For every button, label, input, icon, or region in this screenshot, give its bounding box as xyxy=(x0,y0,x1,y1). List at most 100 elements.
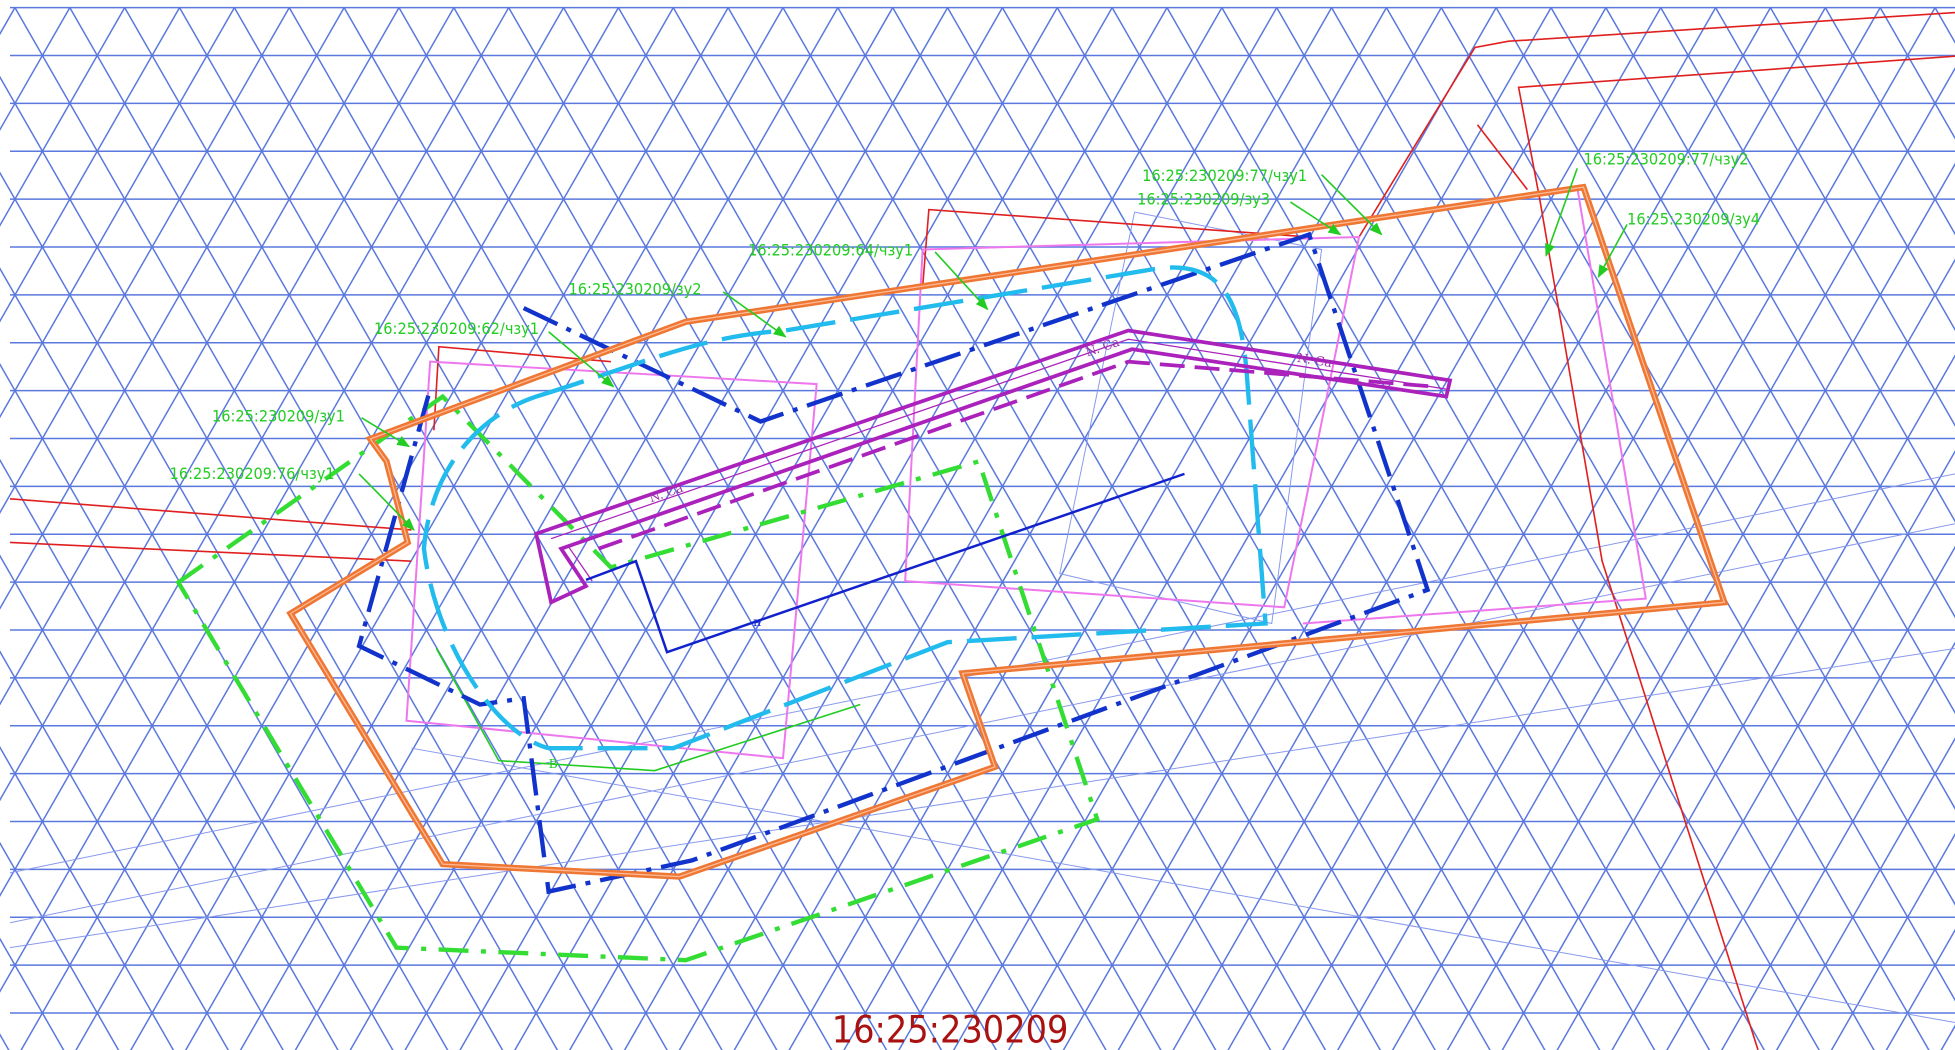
grid-line xyxy=(1227,7,1826,1050)
grid-line xyxy=(1166,7,1766,1050)
cyan-dashed-zone xyxy=(421,265,1268,751)
grid-line xyxy=(0,841,120,1050)
grid-line xyxy=(898,7,1497,1050)
grid-line xyxy=(952,7,1552,1050)
grid-line xyxy=(1934,7,1955,44)
grid-line xyxy=(1495,7,1955,810)
grid-line xyxy=(508,7,1107,1050)
grid-line xyxy=(1062,7,1662,1050)
grid-line xyxy=(1391,67,1955,1050)
parcel-label: 16:25:230209:64/чзу1 xyxy=(748,241,913,260)
line-mark: N. Ca xyxy=(1296,350,1333,370)
grid-line xyxy=(459,7,1058,1050)
grid-line xyxy=(733,7,1333,1050)
parcel-label: 16:25:230209/зу3 xyxy=(1137,190,1270,209)
grid-line xyxy=(0,7,290,514)
grid-line xyxy=(0,7,455,802)
grid-line xyxy=(1501,258,1955,1050)
grid-line xyxy=(20,7,620,1050)
red-lines xyxy=(9,11,1955,1050)
grid-line xyxy=(1007,7,1607,1050)
labels: 16:25:230209:77/чзу1 16:25:230209/зу3 16… xyxy=(170,150,1761,1050)
blue-line xyxy=(585,472,1185,654)
grid-line xyxy=(1879,7,1955,140)
green-dashed-zone xyxy=(175,393,1100,963)
grid-line xyxy=(288,7,888,1050)
grid-line xyxy=(0,1033,10,1050)
grid-line xyxy=(1385,7,1955,1002)
line-mark: В xyxy=(549,756,558,771)
grid-line xyxy=(1117,7,1717,1050)
grid-line xyxy=(1720,641,1955,1050)
line-mark: н xyxy=(753,614,761,629)
grid-line xyxy=(0,7,510,897)
grid-line xyxy=(837,7,1436,1050)
grid-line xyxy=(1330,7,1930,1050)
grid-line xyxy=(0,362,394,1050)
triangular-grid xyxy=(0,6,1955,1050)
grid-line xyxy=(568,7,1168,1050)
grid-line xyxy=(0,7,236,419)
grid-line xyxy=(1605,7,1955,619)
grid-line xyxy=(1056,7,1656,1050)
grid-line xyxy=(184,7,784,1050)
grid-line xyxy=(0,7,400,706)
grid-line xyxy=(1172,7,1772,1050)
grid-line xyxy=(0,7,565,993)
grid-line xyxy=(843,7,1442,1050)
grid-line xyxy=(623,7,1223,1050)
grid-line xyxy=(294,7,894,1050)
parcel-label: 16:25:230209:76/чзу1 xyxy=(170,464,335,483)
grid-line xyxy=(1885,928,1955,1050)
grid-line xyxy=(1611,450,1955,1050)
grid-line xyxy=(562,7,1162,1050)
grid-line xyxy=(0,458,339,1050)
grid-line xyxy=(782,7,1382,1050)
grid-line xyxy=(1550,7,1955,715)
grid-line xyxy=(404,7,1004,1050)
grid-line xyxy=(0,7,16,36)
grid-line xyxy=(1824,7,1955,236)
grid-line xyxy=(678,7,1278,1050)
grid-line xyxy=(1666,545,1955,1050)
grid-line xyxy=(343,7,943,1050)
grid-line xyxy=(69,7,668,1050)
grid-line xyxy=(453,7,1052,1050)
grid-line xyxy=(1769,7,1955,332)
grid-line xyxy=(349,7,949,1050)
grid-line xyxy=(1775,737,1955,1050)
parcel-label: 16:25:230209/зу2 xyxy=(569,279,702,298)
grid-line xyxy=(1440,7,1955,906)
parcel-label: 16:25:230209:62/чзу1 xyxy=(374,319,539,338)
grid-line xyxy=(514,7,1113,1050)
grid-line xyxy=(1282,7,1881,1050)
grid-line xyxy=(672,7,1272,1050)
grid-line xyxy=(1940,1024,1955,1050)
grid-line xyxy=(0,171,504,1050)
leaders xyxy=(358,168,1628,531)
green-thin xyxy=(435,648,861,772)
grid-line xyxy=(75,7,674,1050)
grid-line xyxy=(1446,162,1955,1050)
grid-line xyxy=(0,937,65,1050)
grid-line xyxy=(892,7,1491,1050)
grid-line xyxy=(0,267,449,1050)
map-title: 16:25:230209 xyxy=(832,1007,1069,1050)
grid-line xyxy=(178,7,778,1050)
parcel-label: 16:25:230209/зу4 xyxy=(1627,210,1760,229)
grid-line xyxy=(0,7,181,323)
purple-band xyxy=(533,328,1453,605)
grid-line xyxy=(0,75,559,1050)
line-mark: N. Ca xyxy=(647,480,685,506)
grid-line xyxy=(1276,7,1875,1050)
grid-line xyxy=(398,7,998,1050)
grid-line xyxy=(1221,7,1820,1050)
grid-line xyxy=(617,7,1217,1050)
parcel-label: 16:25:230209:77/чзу1 xyxy=(1142,166,1307,185)
grid-line xyxy=(0,745,175,1050)
grid-line xyxy=(0,7,345,610)
grid-line xyxy=(1660,7,1955,523)
grid-line xyxy=(788,7,1388,1050)
